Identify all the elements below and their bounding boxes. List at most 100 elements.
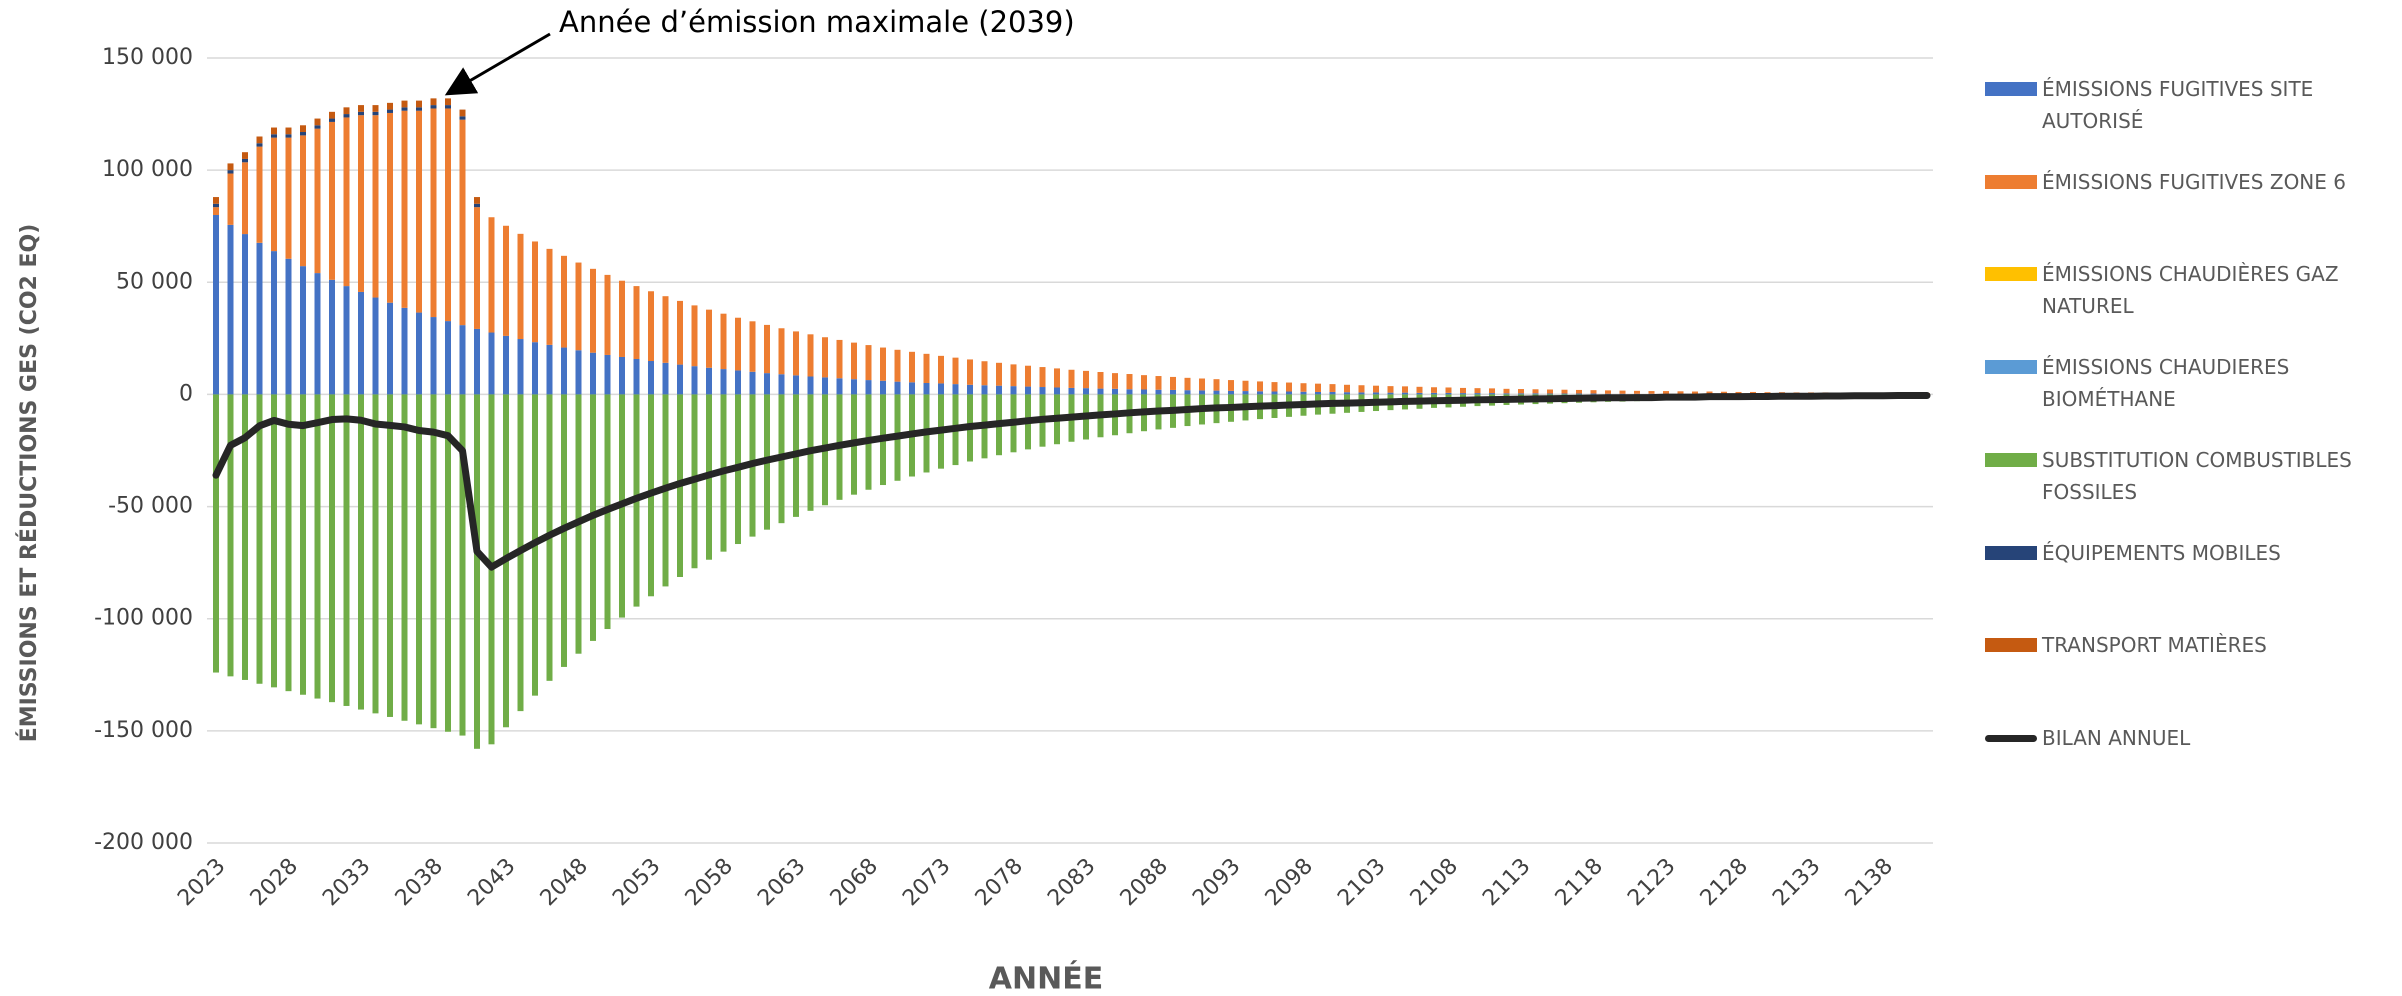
bar-segment xyxy=(1373,392,1379,395)
bar-segment xyxy=(546,248,553,345)
bar-segment xyxy=(1184,377,1191,391)
bar-segment xyxy=(416,110,422,313)
bar-segment xyxy=(329,394,335,703)
x-tick-label: 2138 xyxy=(1841,854,1898,911)
bar-segment xyxy=(1213,379,1220,391)
bar-segment xyxy=(1634,390,1640,394)
bar-segment xyxy=(1474,388,1481,394)
bar-segment xyxy=(532,342,538,395)
bar-segment xyxy=(227,224,234,395)
bar-segment xyxy=(1228,380,1234,391)
bar-segment xyxy=(1387,386,1394,393)
bar-segment xyxy=(1590,390,1597,394)
bar-segment xyxy=(256,143,263,147)
bar-segment xyxy=(416,394,422,725)
legend-label: ÉMISSIONS FUGITIVES SITE AUTORISÉ xyxy=(2042,77,2314,133)
bar-segment xyxy=(1242,391,1249,395)
bar-segment xyxy=(1532,389,1539,394)
bar-segment xyxy=(1155,376,1162,390)
bar-segment xyxy=(1083,370,1089,389)
bar-segment xyxy=(474,328,480,395)
bar-segment xyxy=(1315,383,1321,392)
bar-segment xyxy=(517,233,524,340)
bar-segment xyxy=(1242,380,1249,392)
x-tick-label: 2023 xyxy=(173,854,230,911)
bar-segment xyxy=(1344,384,1350,393)
annotation-arrow xyxy=(444,32,551,96)
legend-label: ÉQUIPEMENTS MOBILES xyxy=(2042,540,2281,565)
legend-label: BILAN ANNUEL xyxy=(2042,725,2191,750)
bar-segment xyxy=(836,378,843,395)
bar-segment xyxy=(735,317,741,371)
bar-segment xyxy=(227,170,234,174)
bar-segment xyxy=(488,332,495,395)
bar-segment xyxy=(358,115,364,292)
bar-segment xyxy=(430,98,437,106)
bar-segment xyxy=(1402,386,1408,393)
bar-segment xyxy=(996,362,1002,386)
x-tick-label: 2033 xyxy=(318,854,375,911)
y-tick-label: -100 000 xyxy=(94,606,193,631)
bar-segment xyxy=(459,394,466,736)
bar-segment xyxy=(1054,368,1060,388)
y-axis-title: ÉMISSIONS ET RÉDUCTIONS GES (CO2 EQ) xyxy=(16,224,42,743)
bar-segment xyxy=(1402,392,1408,395)
bar-segment xyxy=(271,137,277,252)
bar-segment xyxy=(416,107,422,111)
x-tick-label: 2073 xyxy=(898,854,955,911)
bar-segment xyxy=(1257,381,1263,392)
bar-segment xyxy=(1358,392,1365,395)
legend-swatch xyxy=(1985,545,2037,560)
bar-segment xyxy=(1460,387,1466,394)
x-tick-label: 2038 xyxy=(391,854,448,911)
legend-swatch xyxy=(1985,174,2037,189)
bar-segment xyxy=(343,117,350,287)
bar-segment xyxy=(981,361,988,386)
bar-segment xyxy=(1518,389,1524,394)
bar-segment xyxy=(285,134,292,138)
bar-segment xyxy=(1054,387,1060,395)
bar-segment xyxy=(430,105,437,109)
x-tick-label: 2093 xyxy=(1188,854,1245,911)
bar-segment xyxy=(285,127,292,135)
bar-segment xyxy=(227,163,234,171)
bar-segment xyxy=(503,335,509,395)
bar-segment xyxy=(372,394,379,714)
bar-segment xyxy=(1706,391,1713,394)
bar-segment xyxy=(1387,392,1394,395)
bar-segment xyxy=(358,105,364,112)
bar-segment xyxy=(213,203,219,208)
y-tick-label: 150 000 xyxy=(102,45,193,70)
y-tick-label: 100 000 xyxy=(102,157,193,182)
bar-segment xyxy=(401,110,408,308)
x-tick-label: 2098 xyxy=(1261,854,1318,911)
bar-segment xyxy=(778,328,785,375)
bar-segment xyxy=(314,273,321,395)
bar-segment xyxy=(329,279,335,395)
bar-segment xyxy=(445,98,451,106)
bar-segment xyxy=(445,394,451,732)
bar-segment xyxy=(242,152,248,159)
bar-segment xyxy=(590,352,596,395)
y-tick-label: 50 000 xyxy=(116,269,193,294)
bar-segment xyxy=(981,385,988,395)
bar-segment xyxy=(387,302,393,395)
bar-segment xyxy=(1155,389,1162,395)
bar-segment xyxy=(1271,382,1278,392)
bar-segment xyxy=(213,207,219,215)
bar-segment xyxy=(1271,391,1278,395)
bar-segment xyxy=(329,121,335,280)
bar-segment xyxy=(387,102,393,110)
bar-segment xyxy=(1257,391,1263,395)
bar-segment xyxy=(1619,393,1626,395)
bar-segment xyxy=(1576,393,1582,395)
bar-segment xyxy=(633,358,640,395)
bar-segment xyxy=(1097,388,1104,395)
bar-segment xyxy=(474,197,480,204)
bar-segment xyxy=(387,112,393,303)
bar-segment xyxy=(1126,374,1133,390)
bar-segment xyxy=(1648,391,1655,394)
bar-segment xyxy=(1126,389,1133,395)
bar-segment xyxy=(459,325,466,395)
